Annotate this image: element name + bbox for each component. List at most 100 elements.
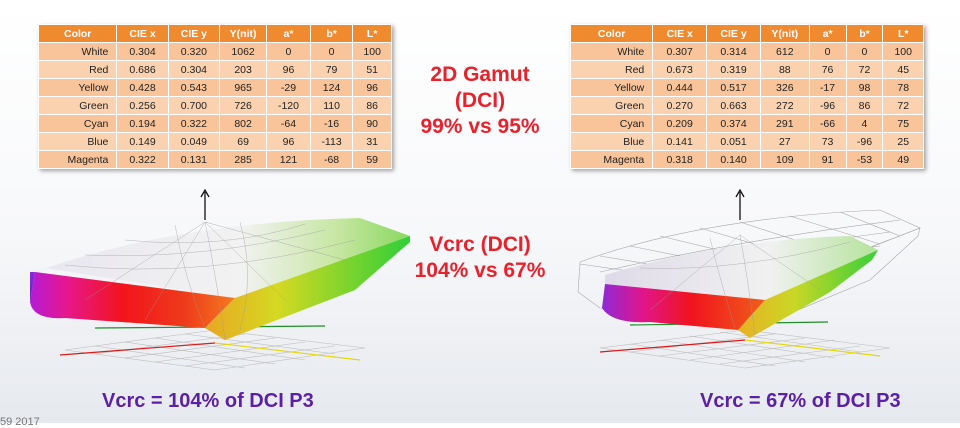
table-row: Blue 0.141 0.051 27 73 -96 25 (569, 132, 924, 151)
value-cell: 100 (352, 42, 392, 61)
value-cell: -64 (266, 114, 311, 133)
value-cell: 96 (266, 60, 311, 79)
left-caption: Vcrc = 104% of DCI P3 (102, 390, 314, 412)
color-name-cell: White (569, 42, 654, 61)
value-cell: 72 (882, 96, 924, 115)
value-cell: -68 (309, 150, 354, 169)
value-cell: 49 (882, 150, 924, 169)
volume-value: 104% vs 67% (414, 259, 546, 282)
value-cell: 96 (266, 132, 311, 151)
column-header: CIE x (116, 24, 169, 43)
table-row: Cyan 0.209 0.374 291 -66 4 75 (569, 114, 924, 133)
volume-side-face (738, 250, 878, 338)
value-cell: 0.673 (652, 60, 708, 79)
value-cell: 0.374 (706, 114, 761, 133)
column-header: CIE y (706, 24, 761, 43)
volume-front-face (30, 272, 235, 328)
table-row: White 0.304 0.320 1062 0 0 100 (37, 42, 392, 61)
color-name-cell: Magenta (569, 150, 654, 169)
volume-side-face (205, 236, 410, 340)
value-cell: 0.319 (706, 60, 761, 79)
column-header: Color (569, 24, 654, 43)
value-cell: 0.270 (652, 96, 708, 115)
column-header: Y(nit) (219, 24, 268, 43)
red-axis (599, 339, 746, 353)
color-name-cell: Cyan (37, 114, 118, 133)
value-cell: 0.149 (116, 132, 169, 151)
value-cell: 110 (309, 96, 354, 115)
value-cell: 272 (759, 96, 810, 115)
value-cell: 86 (352, 96, 392, 115)
value-cell: 76 (808, 60, 847, 79)
value-cell: 0.700 (167, 96, 221, 115)
value-cell: 59 (352, 150, 392, 169)
value-cell: 0.320 (167, 42, 221, 61)
yellow-axis (214, 342, 361, 361)
value-cell: 0.444 (652, 78, 708, 97)
value-cell: -96 (808, 96, 847, 115)
value-cell: 0.322 (167, 114, 221, 133)
value-cell: -120 (266, 96, 311, 115)
value-cell: -16 (309, 114, 354, 133)
value-cell: 4 (845, 114, 884, 133)
table-row: Green 0.270 0.663 272 -96 86 72 (569, 96, 924, 115)
value-cell: 285 (219, 150, 268, 169)
value-cell: 78 (882, 78, 924, 97)
table-row: Yellow 0.428 0.543 965 -29 124 96 (37, 78, 392, 97)
color-name-cell: Magenta (37, 150, 118, 169)
column-header: CIE y (167, 24, 221, 43)
volume-title: Vcrc (DCI) (429, 233, 531, 256)
table-row: Red 0.686 0.304 203 96 79 51 (37, 60, 392, 79)
table-row: Magenta 0.318 0.140 109 91 -53 49 (569, 150, 924, 169)
value-cell: 96 (352, 78, 392, 97)
value-cell: 79 (309, 60, 354, 79)
footnote: 59 2017 (0, 416, 40, 428)
color-name-cell: Blue (569, 132, 654, 151)
value-cell: 72 (845, 60, 884, 79)
value-cell: 203 (219, 60, 268, 79)
gamut-2d-block: 2D Gamut (DCI) 99% vs 95% (405, 62, 555, 140)
value-cell: 0.304 (116, 42, 169, 61)
value-cell: 98 (845, 78, 884, 97)
value-cell: -66 (808, 114, 847, 133)
column-header: b* (309, 24, 354, 43)
value-cell: 0.543 (167, 78, 221, 97)
value-cell: 88 (759, 60, 810, 79)
right-caption: Vcrc = 67% of DCI P3 (700, 390, 901, 412)
value-cell: -29 (266, 78, 311, 97)
value-cell: 0.304 (167, 60, 221, 79)
right-color-table: Color CIE x CIE y Y(nit) a* b* L* White 0.307 0.… (569, 24, 924, 169)
volume-top-face (35, 218, 410, 298)
color-name-cell: Yellow (569, 78, 654, 97)
value-cell: 0.051 (706, 132, 761, 151)
value-cell: 0.194 (116, 114, 169, 133)
column-header: a* (808, 24, 847, 43)
value-cell: -17 (808, 78, 847, 97)
value-cell: 109 (759, 150, 810, 169)
value-cell: 0 (309, 42, 354, 61)
value-cell: -113 (309, 132, 354, 151)
volume-front-face (602, 284, 765, 330)
value-cell: 1062 (219, 42, 268, 61)
value-cell: 0.322 (116, 150, 169, 169)
value-cell: 51 (352, 60, 392, 79)
column-header: Color (37, 24, 118, 43)
value-cell: 0.049 (167, 132, 221, 151)
value-cell: 0.307 (652, 42, 708, 61)
column-header: CIE x (652, 24, 708, 43)
column-header: b* (845, 24, 884, 43)
value-cell: 69 (219, 132, 268, 151)
column-header: a* (266, 24, 311, 43)
value-cell: 0.131 (167, 150, 221, 169)
value-cell: 0 (266, 42, 311, 61)
value-cell: 124 (309, 78, 354, 97)
value-cell: 0 (845, 42, 884, 61)
value-cell: 121 (266, 150, 311, 169)
value-cell: 91 (808, 150, 847, 169)
table-header-row: Color CIE x CIE y Y(nit) a* b* L* (569, 24, 924, 43)
value-cell: 0.140 (706, 150, 761, 169)
value-cell: 0.318 (652, 150, 708, 169)
value-cell: 0.428 (116, 78, 169, 97)
table-header-row: Color CIE x CIE y Y(nit) a* b* L* (37, 24, 392, 43)
value-cell: -96 (845, 132, 884, 151)
